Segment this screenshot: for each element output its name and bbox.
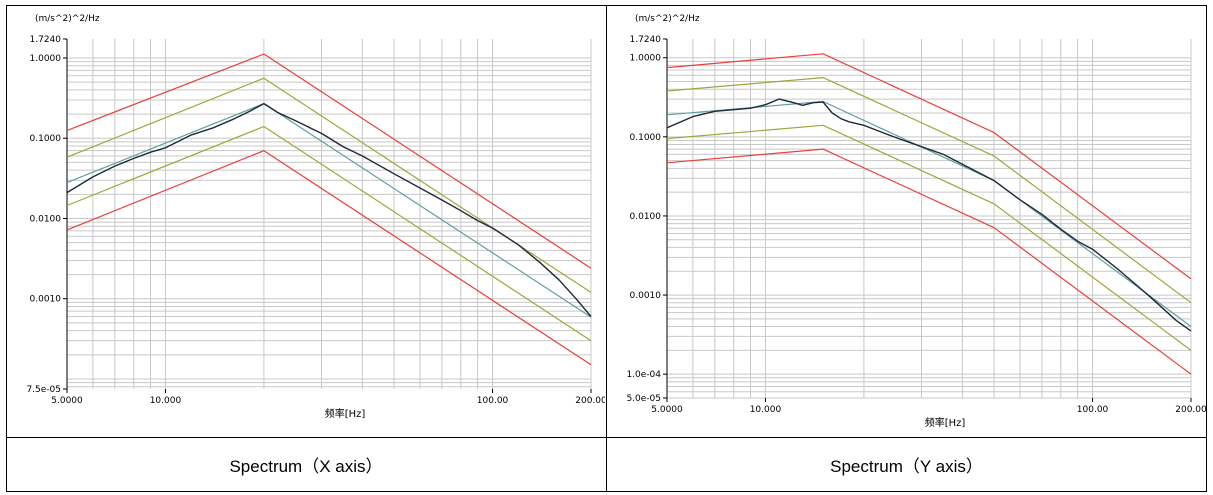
series-reference <box>666 100 1192 327</box>
caption-right: Spectrum（Y axis） <box>830 457 983 476</box>
x-tick-label: 5.0000 <box>51 396 83 406</box>
y-axis-title: (m/s^2)^2/Hz <box>35 14 100 24</box>
figure-table: 1.7240 1.0000 0.1000 0.0100 0.0010 7.5e-05 5.0… <box>6 5 1207 492</box>
table-border-left <box>6 5 7 492</box>
x-axis-title: 频率[Hz] <box>925 416 966 429</box>
y-tick-label: 7.5e-05 <box>26 385 61 395</box>
series-alarm-upper <box>66 77 592 293</box>
x-tick-label: 100.00 <box>1077 405 1109 415</box>
y-tick-label: 1.0e-04 <box>626 370 661 380</box>
series-alarm-lower <box>66 125 592 342</box>
y-tick-label: 0.1000 <box>30 134 62 144</box>
spectrum-chart-x-axis: 1.7240 1.0000 0.1000 0.0100 0.0010 7.5e-055.0… <box>26 14 605 420</box>
y-tick-label: 0.0010 <box>30 295 62 305</box>
y-tick-label: 1.0000 <box>30 54 62 64</box>
chart-cell-left: 1.7240 1.0000 0.1000 0.0100 0.0010 7.5e-05 5.0… <box>7 6 605 437</box>
y-tick-label: 0.0100 <box>30 214 62 224</box>
series-abort-upper <box>666 53 1192 280</box>
chart-cell-right: 1.7240 1.0000 0.1000 0.0100 0.0010 1.0e-04 5.0… <box>607 6 1206 437</box>
series-measured <box>666 98 1192 332</box>
table-border-right <box>1206 5 1207 492</box>
table-border-center <box>606 5 607 492</box>
y-tick-label: 0.1000 <box>630 133 662 143</box>
y-tick-label: 1.0000 <box>630 54 662 64</box>
x-tick-label: 100.00 <box>477 396 509 406</box>
x-tick-label: 200.00 <box>1175 405 1206 415</box>
y-tick-label: 0.0010 <box>630 291 662 301</box>
x-tick-label: 10.000 <box>150 396 182 406</box>
series-abort-upper <box>66 53 592 269</box>
y-axis-title: (m/s^2)^2/Hz <box>635 14 700 24</box>
spectrum-chart-y-axis: 1.7240 1.0000 0.1000 0.0100 0.0010 1.0e-04 5.0… <box>626 14 1206 429</box>
y-tick-label: 0.0100 <box>630 212 662 222</box>
x-axis-title: 频率[Hz] <box>325 407 366 420</box>
series-alarm-upper <box>666 76 1192 304</box>
x-tick-label: 5.0000 <box>651 405 683 415</box>
series-abort-lower <box>66 150 592 366</box>
x-tick-label: 200.00 <box>575 396 605 406</box>
y-tick-label: 5.0e-05 <box>626 394 661 404</box>
caption-left: Spectrum（X axis） <box>229 457 383 476</box>
series-reference <box>66 102 592 318</box>
series-measured <box>66 102 592 317</box>
y-tick-label: 1.7240 <box>630 35 662 45</box>
series-abort-lower <box>666 148 1192 375</box>
series-alarm-lower <box>666 124 1192 351</box>
x-tick-label: 10.000 <box>750 405 782 415</box>
y-tick-label: 1.7240 <box>30 35 62 45</box>
